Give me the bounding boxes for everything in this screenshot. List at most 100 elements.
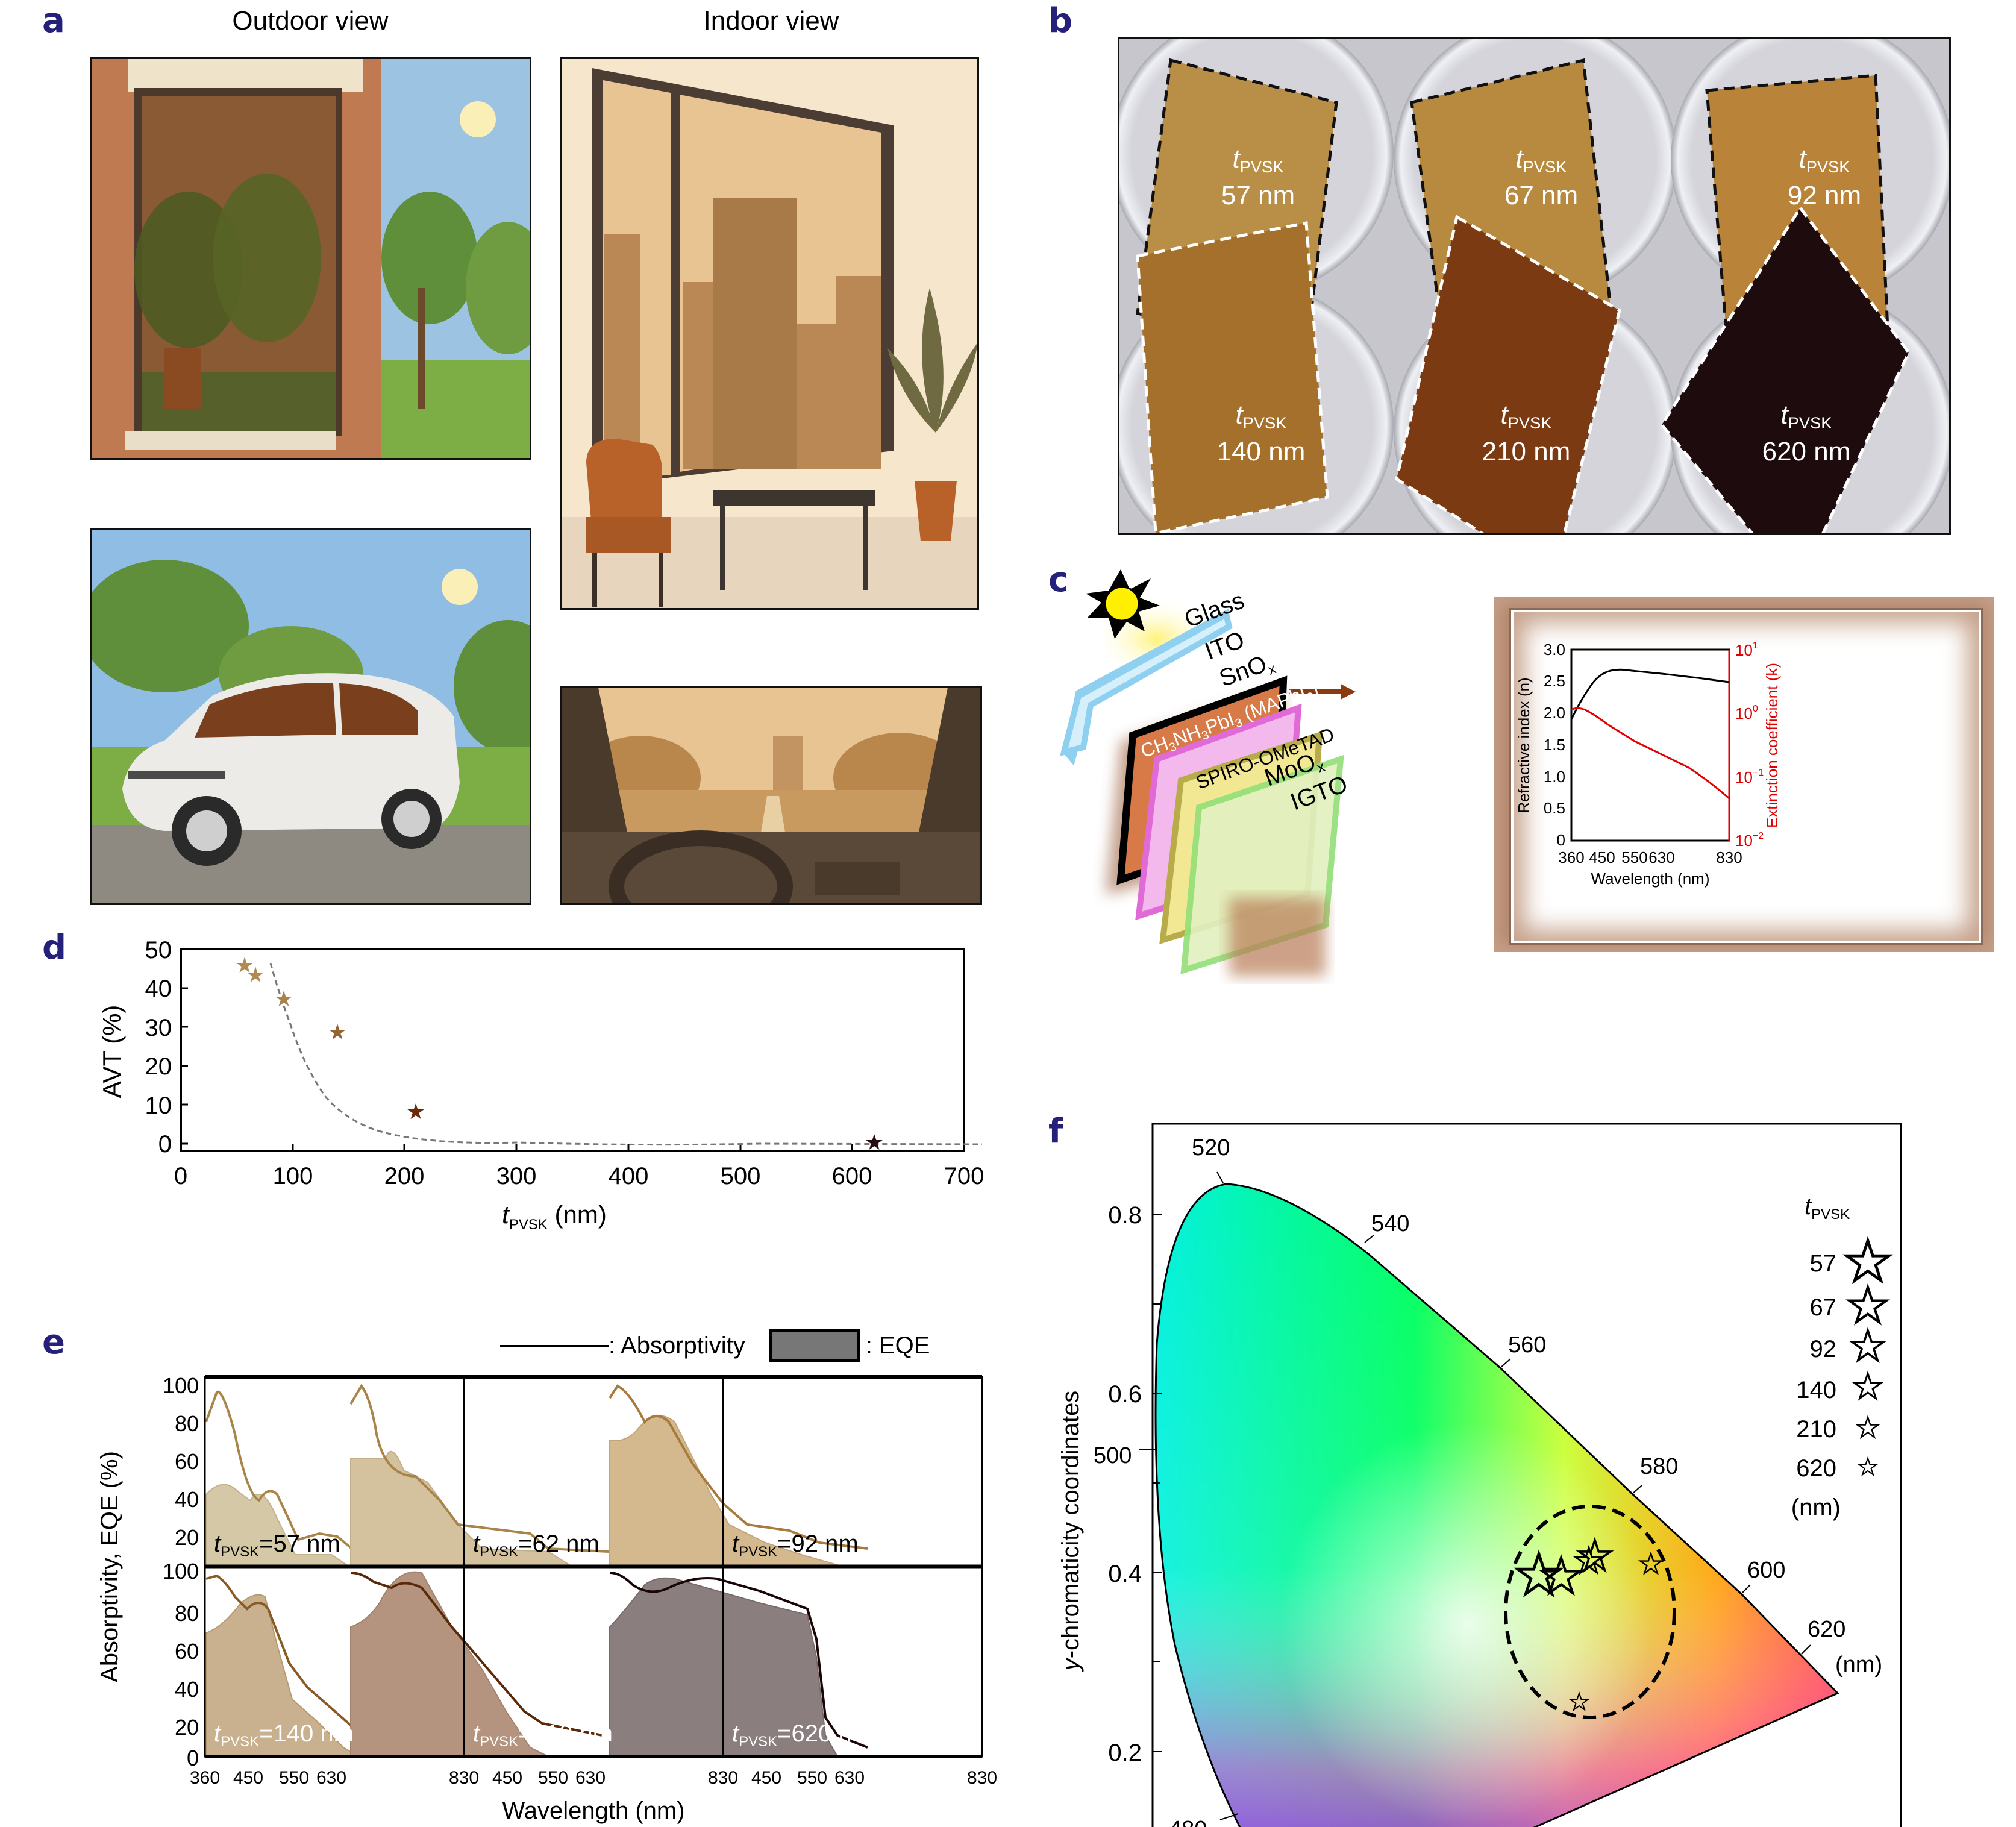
avt-chart: 0 10 20 30 40 50 0 100 200 300 400 500 600 700 tP… [98, 937, 984, 1233]
sample-label-67: tPVSK 67 nm [1493, 145, 1589, 210]
svg-text:300: 300 [496, 1163, 537, 1189]
subplot-label-620: tPVSK=620 nm [732, 1720, 872, 1750]
sample-label-57: tPVSK 57 nm [1210, 145, 1306, 210]
svg-text:0.6: 0.6 [1108, 1381, 1142, 1408]
f-legend: tPVSK 57 67 92 140 210 620 (nm) [1791, 1193, 1894, 1521]
svg-text:540: 540 [1371, 1211, 1409, 1236]
pvsk-subscript: PVSK [1239, 157, 1284, 177]
t-symbol: t [1235, 400, 1243, 430]
car-outdoor-image [90, 528, 531, 905]
svg-text:830: 830 [449, 1768, 479, 1788]
subplot-label-140: tPVSK=140 nm [214, 1720, 354, 1750]
svg-text:★: ★ [328, 1020, 347, 1044]
svg-text:20: 20 [175, 1525, 199, 1550]
cluster-circle [1504, 1505, 1676, 1719]
svg-text:630: 630 [1648, 848, 1674, 866]
svg-text:1.5: 1.5 [1544, 736, 1565, 754]
sample-label-620: tPVSK 620 nm [1755, 401, 1858, 466]
subplot-92 [609, 1384, 868, 1567]
sun-icon [1086, 569, 1160, 639]
svg-text:101: 101 [1735, 641, 1758, 659]
svg-text:830: 830 [967, 1768, 997, 1788]
subplot-label-92: tPVSK=92 nm [732, 1531, 859, 1560]
arrow-head-icon [1341, 684, 1356, 700]
sample-label-92: tPVSK 92 nm [1776, 145, 1873, 210]
pvsk-subscript: PVSK [1806, 157, 1850, 177]
device-stack-diagram: Glass ITO SnOx CH3NH3PbI3 (MAPbI3) SPIRO… [1060, 569, 1356, 976]
indoor-view-title: Indoor view [703, 6, 839, 36]
svg-text:400: 400 [609, 1163, 649, 1189]
svg-text:0.2: 0.2 [1108, 1740, 1142, 1766]
svg-text:480: 480 [1169, 1817, 1207, 1827]
svg-text:10: 10 [145, 1092, 172, 1119]
svg-text:(nm): (nm) [1835, 1652, 1882, 1678]
car-interior-indoor-image [560, 686, 982, 905]
subplot-210 [350, 1571, 603, 1757]
svg-text:50: 50 [145, 937, 172, 964]
svg-text:550: 550 [1621, 848, 1647, 866]
svg-text:40: 40 [175, 1487, 199, 1512]
outdoor-view-title: Outdoor view [232, 6, 389, 36]
t-symbol: t [1780, 400, 1788, 430]
svg-text:40: 40 [175, 1677, 199, 1702]
data-stars: ★ ★ ★ ★ ★ ★ [235, 953, 884, 1155]
svg-text:630: 630 [316, 1768, 346, 1788]
sample-photo: tPVSK 57 nm tPVSK 67 nm tPVSK 92 nm tPVS… [1118, 37, 1951, 535]
svg-text:550: 550 [797, 1768, 827, 1788]
svg-text:0: 0 [174, 1163, 187, 1189]
subplot-label-210: tPVSK=210 nm [473, 1720, 613, 1750]
subplot-label-57: tPVSK=57 nm [214, 1531, 340, 1560]
svg-text:620: 620 [1796, 1455, 1836, 1482]
svg-text:580: 580 [1640, 1454, 1678, 1479]
panel-label-e: e [42, 1323, 65, 1362]
svg-text:100: 100 [163, 1374, 199, 1398]
legend-eqe: : EQE [865, 1332, 930, 1359]
pvsk-subscript: PVSK [1242, 413, 1287, 433]
svg-text:600: 600 [1747, 1558, 1785, 1583]
inset-ylabel-right: Extinction coefficient (k) [1763, 663, 1781, 828]
subplot-label-62: tPVSK=62 nm [473, 1531, 599, 1560]
svg-text:92: 92 [1810, 1336, 1837, 1362]
svg-text:0.4: 0.4 [1108, 1561, 1142, 1587]
svg-text:20: 20 [175, 1715, 199, 1740]
svg-text:★: ★ [865, 1130, 884, 1155]
svg-text:550: 550 [538, 1768, 568, 1788]
eqe-swatch-icon [769, 1329, 860, 1362]
svg-text:450: 450 [1589, 848, 1615, 866]
thickness-value: 92 nm [1787, 181, 1862, 211]
optical-constants-chart: 0 0.5 1.0 1.5 2.0 2.5 3.0 10−2 10−1 100 … [1515, 641, 1781, 888]
e-ylabel: Absorptivity, EQE (%) [96, 1451, 123, 1682]
subplot-57 [205, 1390, 465, 1567]
svg-text:140: 140 [1796, 1377, 1836, 1403]
svg-text:0: 0 [158, 1131, 172, 1158]
absorptivity-eqe-charts: 100 80 60 40 20 100 80 60 40 20 0 360 45… [96, 1374, 997, 1824]
svg-text:1.0: 1.0 [1544, 768, 1565, 786]
svg-text:2.0: 2.0 [1544, 704, 1565, 722]
inset-ylabel-left: Refractive index (n) [1515, 677, 1533, 813]
t-symbol: t [1515, 144, 1523, 174]
svg-text:450: 450 [492, 1768, 522, 1788]
panel-label-a: a [42, 1, 65, 40]
absorptivity-line-icon [500, 1344, 609, 1347]
svg-text:500: 500 [721, 1163, 761, 1189]
svg-text:560: 560 [1508, 1332, 1546, 1358]
pvsk-subscript: PVSK [1507, 413, 1552, 433]
thickness-value: 67 nm [1504, 181, 1579, 211]
legend-absorptivity: : Absorptivity [609, 1332, 745, 1359]
e-xlabel: Wavelength (nm) [502, 1797, 684, 1824]
inset-xlabel: Wavelength (nm) [1591, 870, 1710, 888]
d-xlabel: tPVSK (nm) [502, 1200, 607, 1233]
f-ylabel: y-chromaticity coordinates [1057, 1391, 1084, 1673]
subplot-140 [205, 1574, 464, 1757]
svg-text:20: 20 [145, 1053, 172, 1080]
svg-text:830: 830 [708, 1768, 738, 1788]
svg-text:100: 100 [163, 1559, 199, 1584]
d-ylabel: AVT (%) [98, 1005, 126, 1098]
panel-label-f: f [1048, 1112, 1063, 1151]
panel-label-b: b [1048, 1, 1073, 40]
svg-text:80: 80 [175, 1411, 199, 1436]
svg-text:40: 40 [145, 976, 172, 1002]
svg-text:10−1: 10−1 [1735, 768, 1764, 786]
svg-text:10−2: 10−2 [1735, 831, 1764, 850]
svg-text:360: 360 [1558, 848, 1584, 866]
